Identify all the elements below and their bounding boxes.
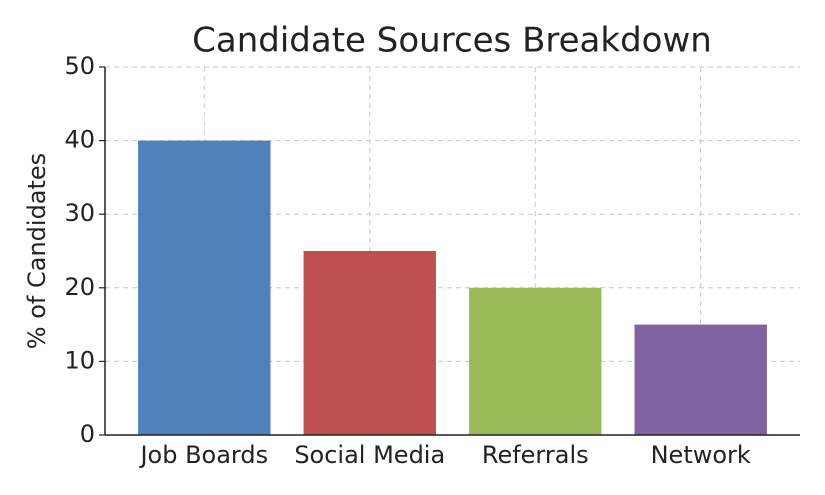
bar [303,251,436,435]
bar [469,287,602,435]
y-tick-label: 30 [64,199,95,227]
y-tick-label: 0 [80,420,95,448]
x-tick-label: Social Media [294,441,445,469]
x-tick-label: Referrals [482,441,589,469]
x-tick-label: Job Boards [138,441,268,469]
y-axis-label: % of Candidates [23,153,51,349]
y-tick-label: 10 [64,346,95,374]
y-tick-label: 40 [64,126,95,154]
y-tick-label: 50 [64,52,95,80]
x-tick-label: Network [651,441,751,469]
bar [634,324,767,435]
bar [138,140,271,435]
chart-title: Candidate Sources Breakdown [192,21,712,61]
y-tick-label: 20 [64,273,95,301]
